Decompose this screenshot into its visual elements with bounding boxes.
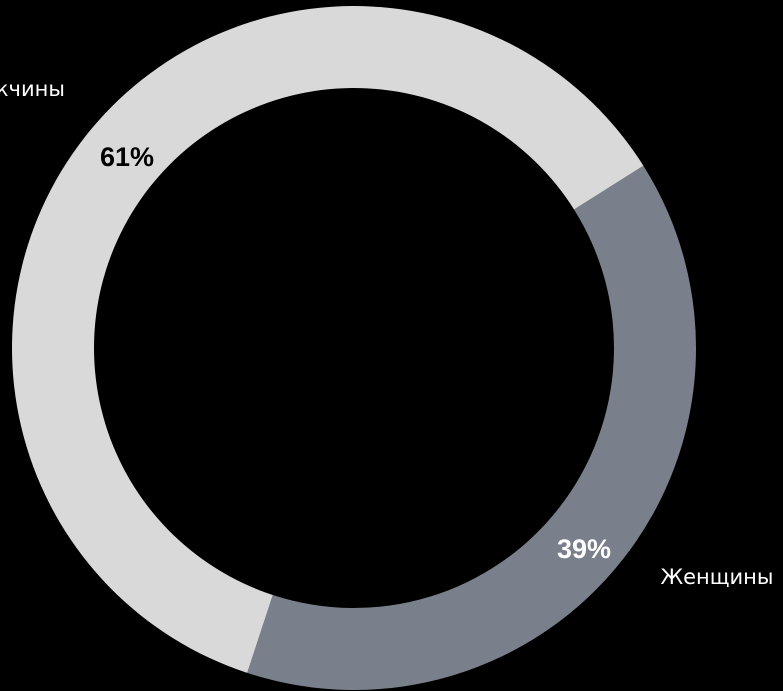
category-label-men: Мужчины [0, 77, 65, 101]
donut-slice-women [247, 165, 696, 690]
value-label-men: 61% [100, 142, 154, 172]
value-label-women: 39% [557, 534, 611, 564]
value-labels: 61% 39% [100, 142, 611, 564]
donut-slices [12, 5, 696, 690]
category-label-women: Женщины [660, 565, 773, 589]
category-labels: Мужчины Женщины [0, 77, 774, 589]
